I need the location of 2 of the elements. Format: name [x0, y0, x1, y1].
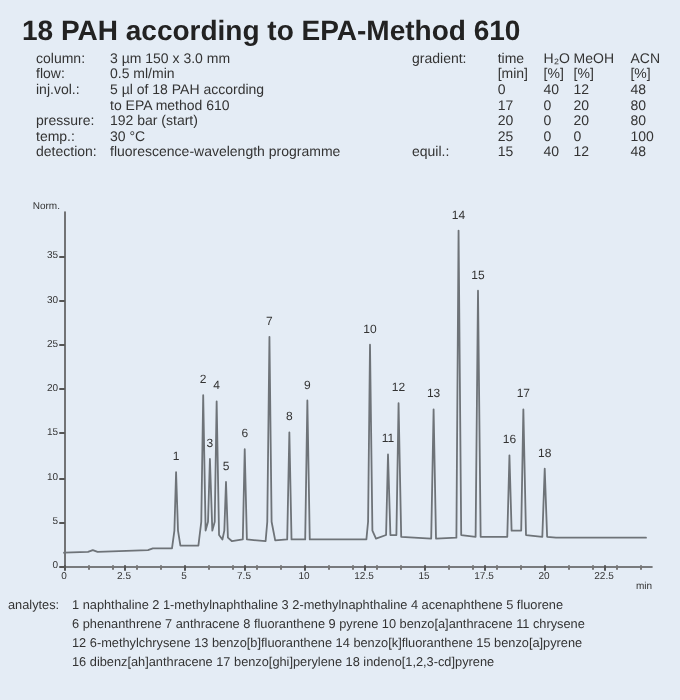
chart-title: 18 PAH according to EPA-Method 610 — [22, 14, 521, 46]
line-series — [63, 229, 647, 554]
